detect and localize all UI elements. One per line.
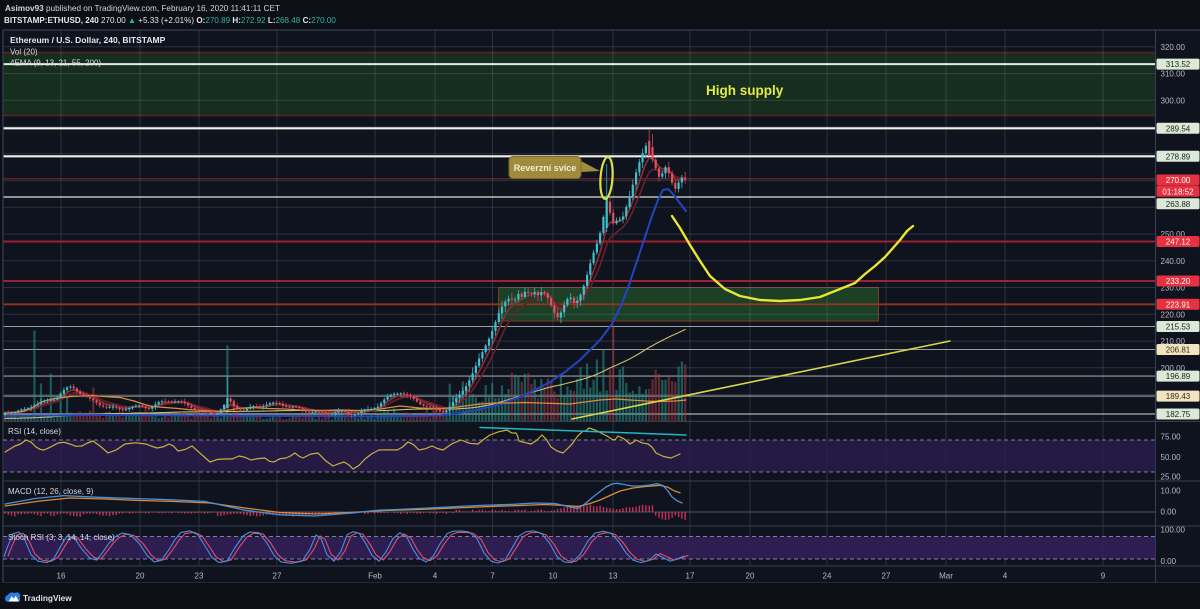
svg-text:100.00: 100.00 [1161,526,1186,535]
svg-text:4: 4 [433,572,438,581]
svg-text:Reverzní svíce: Reverzní svíce [514,163,577,173]
svg-text:Feb: Feb [368,572,382,581]
svg-text:23: 23 [195,572,204,581]
svg-text:320.00: 320.00 [1161,43,1186,52]
svg-text:25.00: 25.00 [1161,473,1182,482]
svg-text:27: 27 [882,572,891,581]
svg-text:16: 16 [57,572,66,581]
svg-text:200.00: 200.00 [1161,364,1186,373]
svg-text:24: 24 [823,572,832,581]
svg-text:300.00: 300.00 [1161,96,1186,105]
svg-text:RSI (14, close): RSI (14, close) [8,427,61,436]
svg-text:4: 4 [1003,572,1008,581]
svg-text:223.91: 223.91 [1166,300,1191,309]
svg-text:270.00: 270.00 [1166,176,1191,185]
svg-text:182.75: 182.75 [1166,410,1191,419]
svg-text:20: 20 [746,572,755,581]
svg-text:233.20: 233.20 [1166,277,1191,286]
svg-text:313.52: 313.52 [1166,60,1191,69]
svg-text:0.00: 0.00 [1161,557,1177,566]
svg-text:289.54: 289.54 [1166,124,1191,133]
svg-text:TradingView: TradingView [23,593,72,603]
svg-text:10.00: 10.00 [1161,487,1182,496]
svg-text:250.00: 250.00 [1161,230,1186,239]
svg-text:215.53: 215.53 [1166,323,1191,332]
svg-text:Ethereum / U.S. Dollar, 240, B: Ethereum / U.S. Dollar, 240, BITSTAMP [10,35,166,45]
svg-text:247.12: 247.12 [1166,238,1191,247]
svg-text:MACD (12, 26, close, 9): MACD (12, 26, close, 9) [8,487,94,496]
svg-text:Asimov93 published on TradingV: Asimov93 published on TradingView.com, F… [5,4,280,13]
svg-text:278.89: 278.89 [1166,152,1191,161]
svg-text:01:18:52: 01:18:52 [1162,187,1194,196]
svg-text:220.00: 220.00 [1161,310,1186,319]
svg-text:Stoch RSI (3, 3, 14, 14, close: Stoch RSI (3, 3, 14, 14, close) [8,533,115,542]
svg-text:240.00: 240.00 [1161,257,1186,266]
svg-text:Mar: Mar [939,572,953,581]
svg-text:310.00: 310.00 [1161,70,1186,79]
svg-text:263.88: 263.88 [1166,200,1191,209]
svg-text:210.00: 210.00 [1161,337,1186,346]
svg-text:4EMA (9, 13, 21, 55, 200): 4EMA (9, 13, 21, 55, 200) [10,59,102,68]
svg-text:75.00: 75.00 [1161,433,1182,442]
svg-text:189.43: 189.43 [1166,392,1191,401]
svg-text:9: 9 [1101,572,1106,581]
svg-text:7: 7 [490,572,495,581]
svg-text:0.00: 0.00 [1161,508,1177,517]
svg-text:50.00: 50.00 [1161,453,1182,462]
svg-text:13: 13 [609,572,618,581]
svg-text:27: 27 [273,572,282,581]
svg-text:High supply: High supply [706,83,784,98]
svg-text:196.89: 196.89 [1166,372,1191,381]
svg-text:230.00: 230.00 [1161,284,1186,293]
svg-text:BITSTAMP:ETHUSD, 240 270.00 ▲: BITSTAMP:ETHUSD, 240 270.00 ▲ +5.33 (+2.… [4,16,336,25]
svg-text:206.81: 206.81 [1166,346,1191,355]
svg-text:Vol (20): Vol (20) [10,48,38,57]
svg-text:20: 20 [136,572,145,581]
svg-text:17: 17 [686,572,695,581]
svg-text:10: 10 [549,572,558,581]
